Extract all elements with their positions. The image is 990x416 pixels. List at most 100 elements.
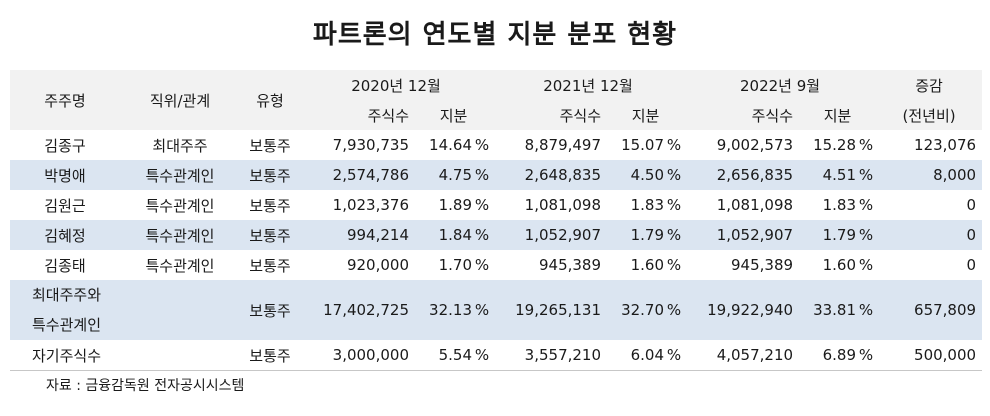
cell-shares-2021: 1,081,098 <box>524 196 602 214</box>
cell-pct: % <box>472 220 493 250</box>
page-title: 파트론의 연도별 지분 분포 현황 <box>312 20 678 50</box>
cell-stake-2021: 4.50 <box>607 160 665 190</box>
cell-shares-2020: 2,574,786 <box>300 160 415 190</box>
cell-stake-2020: 1.89 <box>438 196 472 214</box>
cell-pct: % <box>856 340 877 371</box>
cell-pct: % <box>858 196 874 214</box>
cell-shares-2020: 3,000,000 <box>300 340 415 371</box>
cell-stake-2020: 4.75 <box>415 160 472 190</box>
cell-stake-2020: 1.84 <box>415 220 472 250</box>
cell-change: 0 <box>966 196 977 214</box>
cell-pct: % <box>664 220 685 250</box>
cell-stake-2021: 1.60 <box>630 256 665 274</box>
cell-total-name: 최대주주와 특수관계인 <box>10 280 240 340</box>
cell-shares-2021: 2,648,835 <box>492 160 608 190</box>
table-row: 박명애 특수관계인 보통주 2,574,786 4.75 % 2,648,835… <box>10 160 983 190</box>
cell-pct: % <box>666 256 682 274</box>
cell-change: 657,809 <box>876 280 983 340</box>
cell-stake-2020: 1.70 <box>438 256 472 274</box>
cell-stake-2021: 1.79 <box>607 220 665 250</box>
cell-pct: % <box>664 160 685 190</box>
table-row: 김원근 특수관계인 보통주 1,023,376 1.89 % 1,081,098… <box>10 190 982 220</box>
cell-shares-2021: 3,557,210 <box>492 340 608 371</box>
cell-shares-2021: 8,879,497 <box>524 136 602 154</box>
cell-shares-2022: 4,057,210 <box>684 340 800 371</box>
treasury-row: 자기주식수 보통주 3,000,000 5.54 % 3,557,210 6.0… <box>10 340 983 371</box>
cell-stake-2022: 1.83 <box>822 196 857 214</box>
cell-stake-2020: 5.54 <box>415 340 472 371</box>
source-note: 자료 : 금융감독원 전자공시시스템 <box>46 378 245 394</box>
cell-change: 0 <box>966 256 977 274</box>
header-position: 직위/관계 <box>120 70 240 130</box>
cell-shares-2020: 920,000 <box>346 256 409 274</box>
cell-name: 김종구 <box>44 136 86 155</box>
header-type: 유형 <box>240 70 300 130</box>
header-change-sub: (전년비) <box>876 100 983 130</box>
cell-pct: % <box>858 136 874 154</box>
header-shares-2020: 주식수 <box>300 100 415 130</box>
cell-stake-2021: 6.04 <box>607 340 665 371</box>
header-stake-2021: 지분 <box>607 100 685 130</box>
cell-position: 특수관계인 <box>120 220 240 250</box>
cell-name: 김원근 <box>44 196 86 215</box>
total-row: 최대주주와 특수관계인 보통주 17,402,725 32.13 % 19,26… <box>10 280 983 340</box>
cell-pct: % <box>666 136 682 154</box>
cell-treasury-name: 자기주식수 <box>10 340 240 371</box>
cell-type: 보통주 <box>240 340 300 371</box>
header-shareholder: 주주명 <box>10 70 120 130</box>
cell-pct: % <box>474 196 490 214</box>
table-row: 김종태 특수관계인 보통주 920,000 1.70 % 945,389 1.6… <box>10 250 982 280</box>
cell-name: 박명애 <box>10 160 120 190</box>
cell-stake-2022: 15.28 <box>813 136 857 154</box>
cell-pct: % <box>858 256 874 274</box>
cell-stake-2022: 6.89 <box>799 340 857 371</box>
cell-pct: % <box>472 280 493 340</box>
total-name-line2: 특수관계인 <box>32 316 102 334</box>
cell-shares-2022: 1,052,907 <box>684 220 800 250</box>
cell-shares-2022: 19,922,940 <box>684 280 800 340</box>
cell-shares-2020: 7,930,735 <box>332 136 409 154</box>
cell-pct: % <box>474 136 490 154</box>
cell-shares-2021: 1,052,907 <box>492 220 608 250</box>
header-change: 증감 <box>876 70 983 100</box>
cell-pct: % <box>856 220 877 250</box>
cell-pct: % <box>666 196 682 214</box>
cell-name: 김혜정 <box>10 220 120 250</box>
cell-position: 특수관계인 <box>145 196 215 215</box>
cell-shares-2020: 994,214 <box>300 220 415 250</box>
cell-position: 특수관계인 <box>145 256 215 275</box>
cell-change: 8,000 <box>876 160 983 190</box>
header-shares-2022: 주식수 <box>684 100 800 130</box>
cell-stake-2022: 1.60 <box>822 256 857 274</box>
cell-stake-2020: 32.13 <box>415 280 472 340</box>
header-stake-2020: 지분 <box>415 100 493 130</box>
cell-shares-2021: 945,389 <box>538 256 602 274</box>
cell-type: 보통주 <box>249 196 291 215</box>
cell-pct: % <box>474 256 490 274</box>
header-period-2022: 2022년 9월 <box>684 70 877 100</box>
header-period-2020: 2020년 12월 <box>300 70 493 100</box>
cell-shares-2020: 17,402,725 <box>300 280 415 340</box>
cell-stake-2021: 1.83 <box>630 196 665 214</box>
cell-pct: % <box>472 160 493 190</box>
cell-shares-2022: 945,389 <box>731 256 794 274</box>
cell-stake-2022: 33.81 <box>799 280 857 340</box>
cell-pct: % <box>664 280 685 340</box>
cell-name: 김종태 <box>44 256 86 275</box>
cell-shares-2020: 1,023,376 <box>332 196 409 214</box>
cell-type: 보통주 <box>240 280 300 340</box>
cell-change: 123,076 <box>914 136 977 154</box>
table-row: 김종구 최대주주 보통주 7,930,735 14.64 % 8,879,497… <box>10 130 982 160</box>
cell-shares-2022: 1,081,098 <box>716 196 794 214</box>
cell-stake-2021: 32.70 <box>607 280 665 340</box>
cell-shares-2022: 9,002,573 <box>716 136 794 154</box>
cell-type: 보통주 <box>249 256 291 275</box>
cell-position: 최대주주 <box>152 136 208 155</box>
cell-position: 특수관계인 <box>120 160 240 190</box>
cell-shares-2022: 2,656,835 <box>684 160 800 190</box>
cell-type: 보통주 <box>240 160 300 190</box>
cell-change: 500,000 <box>876 340 983 371</box>
cell-type: 보통주 <box>249 136 291 155</box>
cell-stake-2020: 14.64 <box>429 136 472 154</box>
cell-change: 0 <box>876 220 983 250</box>
